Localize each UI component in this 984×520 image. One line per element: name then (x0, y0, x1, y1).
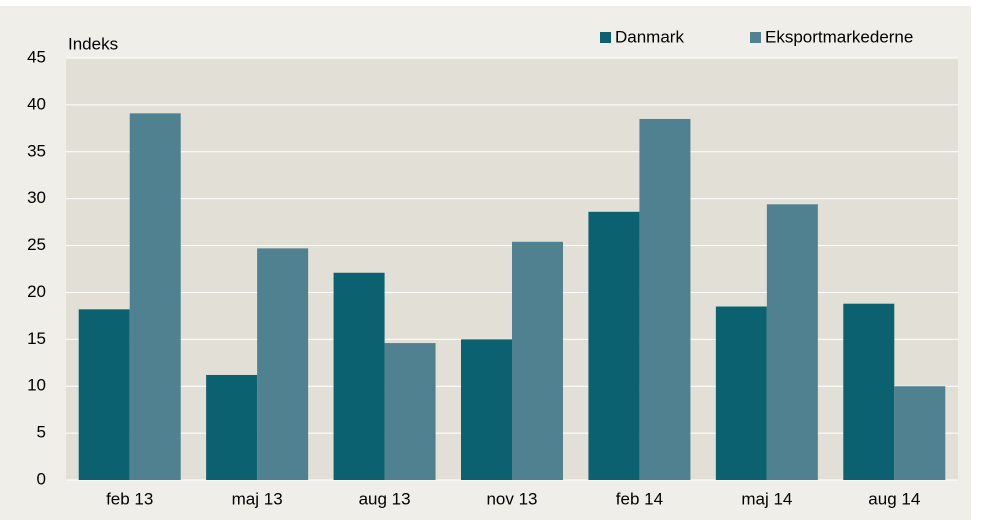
y-tick-label: 15 (27, 329, 46, 348)
x-tick-label: aug 14 (868, 489, 920, 508)
bar (78, 309, 130, 480)
y-tick-label: 35 (27, 141, 46, 160)
bar (129, 113, 181, 480)
y-tick-label: 40 (27, 94, 46, 113)
bar (333, 272, 385, 480)
x-tick-label: feb 14 (616, 489, 663, 508)
bar (384, 343, 436, 480)
x-tick-label: aug 13 (359, 489, 411, 508)
bar (894, 386, 946, 480)
x-tick-label: nov 13 (486, 489, 537, 508)
legend-swatch (750, 32, 761, 43)
y-axis-label: Indeks (68, 34, 118, 53)
bar (766, 204, 818, 480)
y-tick-label: 5 (37, 423, 46, 442)
bar (257, 248, 309, 480)
bar (639, 118, 691, 480)
x-tick-label: feb 13 (106, 489, 153, 508)
y-tick-label: 25 (27, 235, 46, 254)
x-tick-label: maj 13 (232, 489, 283, 508)
bar (588, 211, 640, 480)
legend-swatch (600, 32, 611, 43)
y-tick-label: 10 (27, 376, 46, 395)
legend-label: Danmark (615, 27, 684, 46)
y-tick-label: 30 (27, 188, 46, 207)
bar (715, 306, 767, 480)
y-tick-label: 20 (27, 282, 46, 301)
bar (843, 303, 895, 480)
y-tick-label: 45 (27, 47, 46, 66)
y-tick-label: 0 (37, 469, 46, 488)
legend-label: Eksportmarkederne (765, 27, 913, 46)
bar (512, 241, 563, 480)
bar (461, 339, 512, 480)
x-tick-label: maj 14 (741, 489, 792, 508)
bar (206, 374, 258, 480)
